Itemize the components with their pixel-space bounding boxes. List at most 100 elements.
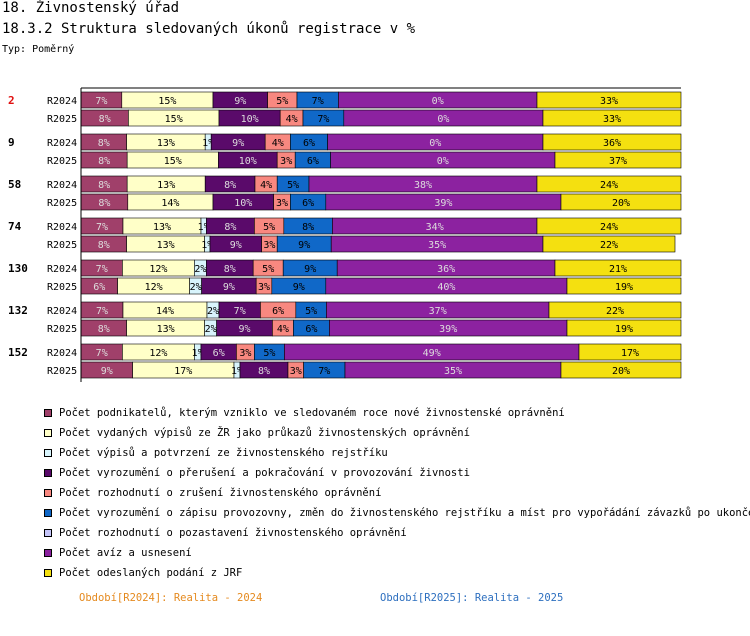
legend-label: Počet vyrozumění o přerušení a pokračová…: [59, 467, 470, 479]
row-label: R2025: [47, 114, 77, 125]
data-label: 19%: [615, 324, 633, 335]
data-label: 4%: [272, 138, 284, 149]
data-label: 1%: [231, 366, 243, 377]
bar-segment: [554, 151, 682, 169]
data-label: 15%: [164, 156, 182, 167]
data-label: 3%: [263, 240, 275, 251]
bar-segment: [536, 175, 682, 193]
row-label: R2024: [47, 222, 77, 233]
legend-swatch-8: [44, 569, 52, 577]
data-label: 36%: [603, 138, 621, 149]
data-label: 22%: [600, 240, 618, 251]
legend-swatch-7: [44, 549, 52, 557]
period-label-2024: Období[R2024]: Realita - 2024: [79, 592, 263, 604]
data-label: 13%: [157, 324, 175, 335]
legend-label: Počet odeslaných podání z JRF: [59, 567, 243, 579]
data-label: 4%: [260, 180, 272, 191]
data-label: 24%: [600, 180, 618, 191]
data-label: 15%: [158, 96, 176, 107]
legend-label: Počet avíz a usnesení: [59, 547, 192, 559]
data-label: 9%: [298, 240, 310, 251]
legend-swatch-2: [44, 449, 52, 457]
row-label: R2024: [47, 348, 77, 359]
bar-segment: [566, 277, 682, 295]
bar-segment: [536, 217, 682, 235]
data-label: 37%: [609, 156, 627, 167]
data-label: 0%: [437, 114, 449, 125]
data-label: 13%: [153, 222, 171, 233]
data-label: 39%: [434, 198, 452, 209]
data-label: 35%: [428, 240, 446, 251]
legend-swatch-1: [44, 429, 52, 437]
data-label: 10%: [241, 114, 259, 125]
data-label: 7%: [95, 96, 107, 107]
data-label: 4%: [277, 324, 289, 335]
data-label: 1%: [198, 222, 210, 233]
data-label: 8%: [99, 114, 111, 125]
data-label: 19%: [615, 282, 633, 293]
data-label: 2%: [190, 282, 202, 293]
group-label: 130: [8, 262, 28, 275]
data-label: 22%: [606, 306, 624, 317]
data-label: 3%: [276, 198, 288, 209]
data-label: 7%: [96, 348, 108, 359]
bar-segment: [566, 319, 682, 337]
data-label: 49%: [423, 348, 441, 359]
data-label: 9%: [101, 366, 113, 377]
data-label: 34%: [426, 222, 444, 233]
data-label: 5%: [263, 348, 275, 359]
data-label: 21%: [609, 264, 627, 275]
stacked-bar-chart: 2 R2024 7% 15% 9% 5% 7% 0% 33% R2025 8% 15% 10% 4% 7% 0…: [8, 87, 682, 382]
data-label: 6%: [93, 282, 105, 293]
data-label: 3%: [290, 366, 302, 377]
group-label: 9: [8, 136, 15, 149]
data-label: 5%: [263, 222, 275, 233]
bar-segment: [542, 235, 676, 253]
data-label: 15%: [165, 114, 183, 125]
data-label: 20%: [612, 198, 630, 209]
row-label: R2025: [47, 156, 77, 167]
data-label: 8%: [98, 324, 110, 335]
data-label: 7%: [318, 366, 330, 377]
data-label: 3%: [239, 348, 251, 359]
bar-segment: [542, 109, 682, 127]
data-label: 1%: [202, 138, 214, 149]
group-label: 58: [8, 178, 21, 191]
data-label: 5%: [262, 264, 274, 275]
legend-swatch-0: [44, 409, 52, 417]
data-label: 9%: [234, 96, 246, 107]
legend-label: Počet výpisů a potvrzení ze živnostenské…: [59, 447, 388, 459]
legend-label: Počet podnikatelů, kterým vzniklo ve sle…: [59, 407, 565, 419]
data-label: 14%: [156, 306, 174, 317]
data-label: 6%: [302, 198, 314, 209]
data-label: 36%: [437, 264, 455, 275]
data-label: 13%: [157, 240, 175, 251]
chart-type-label: Typ: Poměrný: [2, 44, 75, 55]
data-label: 10%: [234, 198, 252, 209]
row-label: R2024: [47, 96, 77, 107]
group-label: 152: [8, 346, 28, 359]
row-label: R2025: [47, 240, 77, 251]
data-label: 7%: [96, 264, 108, 275]
data-label: 2%: [194, 264, 206, 275]
data-label: 2%: [207, 306, 219, 317]
row-label: R2024: [47, 180, 77, 191]
data-label: 9%: [223, 282, 235, 293]
data-label: 6%: [305, 324, 317, 335]
chart-title: 18.3.2 Struktura sledovaných úkonů regis…: [2, 21, 416, 37]
bar-segment: [560, 361, 682, 379]
data-label: 3%: [258, 282, 270, 293]
data-label: 5%: [305, 306, 317, 317]
data-label: 9%: [293, 282, 305, 293]
data-label: 7%: [234, 306, 246, 317]
data-label: 17%: [174, 366, 192, 377]
data-label: 38%: [414, 180, 432, 191]
data-label: 6%: [307, 156, 319, 167]
group-label: 74: [8, 220, 22, 233]
data-label: 12%: [149, 348, 167, 359]
bar-segment: [548, 301, 682, 319]
data-label: 13%: [157, 138, 175, 149]
row-label: R2025: [47, 366, 77, 377]
data-label: 35%: [444, 366, 462, 377]
data-label: 14%: [161, 198, 179, 209]
